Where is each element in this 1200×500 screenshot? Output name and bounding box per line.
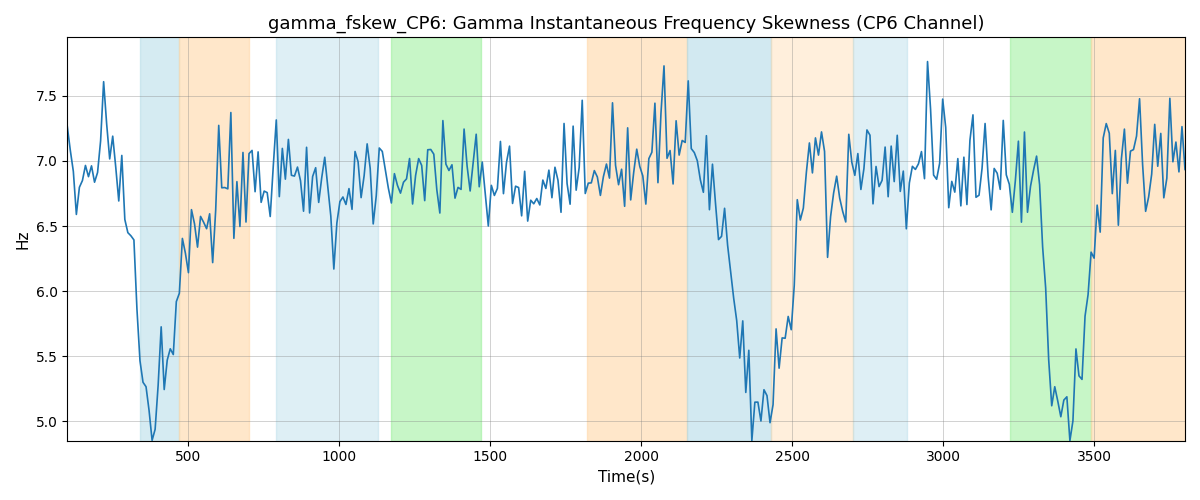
Bar bbox=[772, 38, 853, 440]
Bar bbox=[686, 38, 772, 440]
Bar bbox=[1091, 38, 1184, 440]
Bar bbox=[276, 38, 378, 440]
Title: gamma_fskew_CP6: Gamma Instantaneous Frequency Skewness (CP6 Channel): gamma_fskew_CP6: Gamma Instantaneous Fre… bbox=[268, 15, 984, 34]
Bar bbox=[1009, 38, 1091, 440]
Bar bbox=[853, 38, 907, 440]
Bar bbox=[139, 38, 179, 440]
X-axis label: Time(s): Time(s) bbox=[598, 470, 655, 485]
Bar bbox=[390, 38, 481, 440]
Bar bbox=[179, 38, 248, 440]
Bar bbox=[587, 38, 686, 440]
Y-axis label: Hz: Hz bbox=[16, 230, 30, 249]
